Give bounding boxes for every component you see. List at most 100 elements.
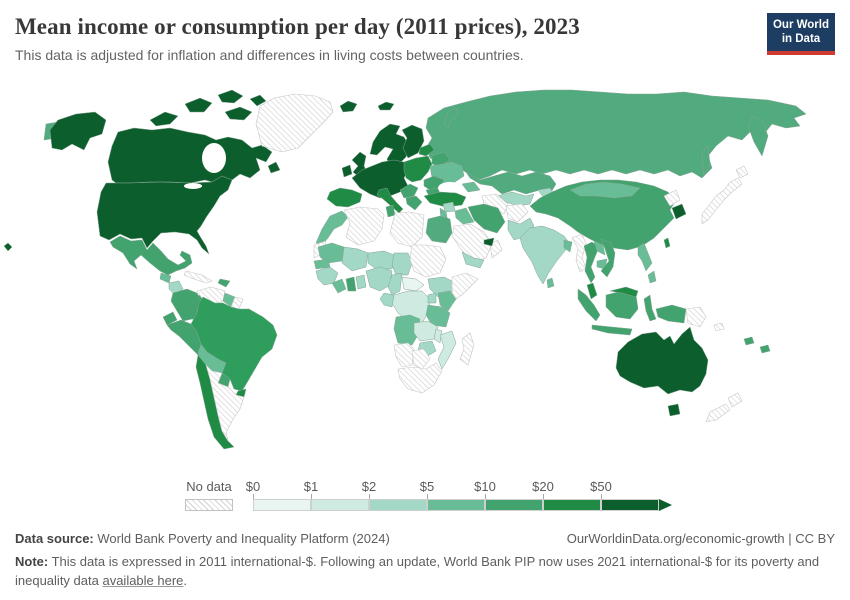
country-mozambique[interactable]	[437, 330, 457, 370]
country-caucasus[interactable]	[461, 181, 481, 193]
country-mali[interactable]	[341, 246, 369, 272]
country-mongolia[interactable]	[569, 181, 641, 199]
available-here-link[interactable]: available here	[102, 572, 184, 588]
country-egypt[interactable]	[425, 215, 453, 244]
country-cameroon[interactable]	[387, 272, 403, 296]
country-uzbekistan[interactable]	[497, 191, 535, 207]
country-malaysia-peninsula[interactable]	[586, 282, 598, 300]
country-belarus[interactable]	[431, 151, 451, 167]
country-afghanistan[interactable]	[505, 203, 529, 223]
country-central-african-republic[interactable]	[401, 276, 425, 292]
country-north-korea[interactable]	[663, 189, 681, 207]
country-usa-alaska[interactable]	[49, 111, 107, 151]
country-brazil[interactable]	[190, 296, 278, 392]
country-malaysia-borneo[interactable]	[609, 286, 639, 298]
country-new-zealand-south[interactable]	[705, 403, 731, 423]
legend-segment-50plus[interactable]	[601, 499, 659, 511]
country-argentina[interactable]	[205, 364, 245, 442]
country-western-europe[interactable]	[351, 159, 409, 199]
country-sri-lanka[interactable]	[546, 277, 555, 289]
country-bangladesh[interactable]	[563, 239, 573, 253]
country-canada-island-4[interactable]	[224, 106, 253, 121]
country-russia[interactable]	[425, 89, 807, 181]
country-south-africa[interactable]	[397, 362, 443, 394]
country-tanzania[interactable]	[425, 304, 451, 328]
country-japan-hokkaido[interactable]	[735, 165, 749, 179]
country-philippines-mindanao[interactable]	[647, 270, 657, 284]
country-russia-kamchatka[interactable]	[747, 115, 769, 157]
legend-segment-20-50[interactable]	[543, 499, 601, 511]
country-morocco[interactable]	[315, 210, 349, 246]
legend-segment-0-1[interactable]	[253, 499, 311, 511]
country-vietnam[interactable]	[600, 238, 616, 278]
country-indonesia-java[interactable]	[591, 324, 633, 336]
country-iraq[interactable]	[454, 207, 475, 225]
country-usa[interactable]	[96, 175, 233, 255]
country-uae[interactable]	[483, 237, 495, 247]
country-solomon-islands[interactable]	[713, 322, 725, 332]
country-mexico[interactable]	[109, 235, 193, 276]
legend-segment-10-20[interactable]	[485, 499, 543, 511]
country-indonesia-sulawesi[interactable]	[643, 294, 657, 322]
legend-segment-5-10[interactable]	[427, 499, 485, 511]
country-russia-novaya-zemlya[interactable]	[443, 107, 459, 129]
country-baltics[interactable]	[418, 143, 435, 157]
country-yemen[interactable]	[461, 251, 485, 269]
country-cuba[interactable]	[183, 270, 213, 284]
country-canada-island-1[interactable]	[149, 111, 179, 127]
country-uganda[interactable]	[427, 292, 437, 304]
country-italy[interactable]	[376, 187, 404, 214]
country-ireland[interactable]	[341, 164, 353, 178]
country-myanmar[interactable]	[571, 233, 587, 273]
country-canada-island-2[interactable]	[184, 97, 213, 113]
country-dominican-republic[interactable]	[217, 278, 231, 288]
country-canada[interactable]	[107, 127, 273, 184]
country-laos[interactable]	[593, 240, 606, 256]
country-saudi-arabia[interactable]	[451, 223, 493, 263]
country-japan[interactable]	[701, 177, 743, 225]
country-finland[interactable]	[401, 124, 425, 159]
country-ecuador[interactable]	[162, 311, 178, 326]
country-usa-hawaii[interactable]	[3, 242, 13, 252]
country-south-korea[interactable]	[671, 203, 687, 220]
country-oman[interactable]	[489, 239, 503, 259]
country-turkey[interactable]	[423, 191, 467, 208]
country-niger[interactable]	[367, 250, 395, 270]
country-canada-island-5[interactable]	[249, 94, 267, 107]
country-cote-divoire[interactable]	[331, 278, 347, 294]
country-togo-benin[interactable]	[355, 274, 367, 290]
country-australia-tasmania[interactable]	[667, 403, 681, 417]
country-western-balkans[interactable]	[399, 183, 419, 199]
country-new-zealand-north[interactable]	[727, 392, 743, 408]
country-russia-sakhalin[interactable]	[701, 145, 711, 177]
legend-segment-1-2[interactable]	[311, 499, 369, 511]
country-canada-island-3[interactable]	[217, 89, 244, 104]
country-congo-gabon[interactable]	[379, 292, 395, 308]
country-angola[interactable]	[393, 314, 421, 346]
country-china[interactable]	[529, 179, 677, 251]
country-canada-newfoundland[interactable]	[267, 161, 281, 174]
country-ghana[interactable]	[345, 276, 357, 292]
country-drc[interactable]	[391, 290, 431, 324]
legend-no-data-swatch[interactable]	[185, 499, 233, 511]
country-greenland[interactable]	[255, 93, 334, 153]
country-greece[interactable]	[405, 195, 423, 211]
country-sudan[interactable]	[409, 244, 447, 278]
country-papua-new-guinea[interactable]	[685, 306, 707, 328]
country-pacific-islands-2[interactable]	[759, 344, 771, 354]
country-syria[interactable]	[442, 201, 456, 213]
country-botswana[interactable]	[411, 348, 431, 370]
country-kenya[interactable]	[437, 290, 457, 312]
country-algeria[interactable]	[343, 206, 385, 246]
country-malawi[interactable]	[433, 328, 443, 344]
country-madagascar[interactable]	[459, 332, 475, 366]
country-iran[interactable]	[467, 203, 506, 234]
country-namibia[interactable]	[393, 342, 415, 368]
country-indonesia-sumatra[interactable]	[577, 288, 601, 322]
legend-segment-2-5[interactable]	[369, 499, 427, 511]
owid-logo[interactable]: Our World in Data	[767, 13, 835, 55]
country-chad[interactable]	[391, 252, 413, 276]
country-iceland[interactable]	[339, 100, 358, 113]
country-libya[interactable]	[389, 211, 425, 248]
country-central-europe[interactable]	[403, 155, 433, 183]
